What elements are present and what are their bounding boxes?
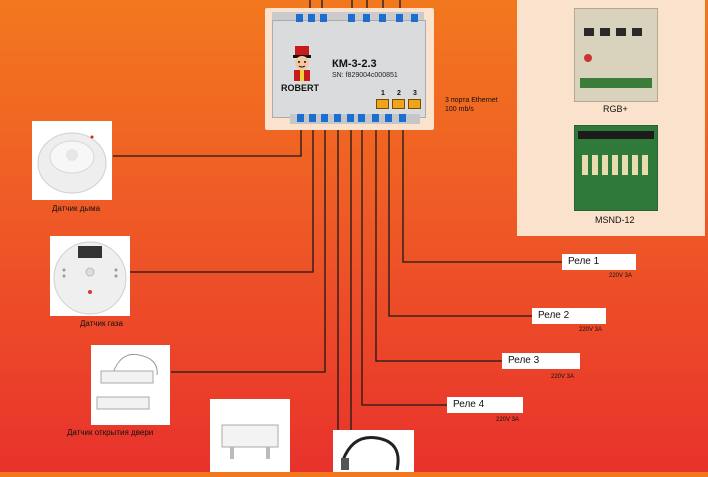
bottom-terminal <box>372 114 379 122</box>
relay-4-rating: 220V 3A <box>496 417 520 423</box>
msnd-board-icon <box>574 125 658 211</box>
ethernet-port <box>408 99 421 109</box>
bottom-terminal <box>297 114 304 122</box>
controller-serial: SN: f829004c000851 <box>332 72 398 79</box>
water-leak-sensor-icon <box>221 424 279 459</box>
wire-relay-1 <box>402 124 562 263</box>
ethernet-label-line2: 100 mb/s <box>445 106 474 113</box>
door-sensor-icon <box>96 353 158 410</box>
wire-relay-2 <box>388 124 532 317</box>
wire-gas <box>130 124 314 273</box>
ethernet-port-number: 2 <box>397 90 401 97</box>
controller-bottom-rail <box>290 114 420 124</box>
wire-door <box>171 124 326 373</box>
relay-1-label: Реле 1 <box>562 254 636 270</box>
smoke-detector-icon <box>37 132 107 194</box>
gas-detector-card <box>50 236 130 316</box>
temperature-probe-icon <box>341 435 400 471</box>
smoke-detector-card <box>32 121 112 200</box>
module-label: RGB+ <box>603 104 628 114</box>
relay-2-label: Реле 2 <box>532 308 606 324</box>
bottom-terminal <box>358 114 365 122</box>
top-terminal <box>379 14 386 22</box>
temperature-probe-card <box>333 430 414 472</box>
ethernet-label: 3 порта Ethernet 100 mb/s <box>445 96 498 114</box>
ethernet-port <box>376 99 389 109</box>
wire-relay-4 <box>361 124 447 406</box>
gas-detector-icon <box>53 241 127 315</box>
bottom-terminal <box>347 114 354 122</box>
module-label: MSND-12 <box>595 215 635 225</box>
bottom-terminal <box>334 114 341 122</box>
robert-mascot-icon <box>293 46 311 81</box>
door-sensor-card <box>91 345 170 425</box>
relay-3-rating: 220V 3A <box>551 374 575 380</box>
top-terminal <box>396 14 403 22</box>
controller-model: КМ-3-2.3 <box>332 58 377 70</box>
ethernet-port-number: 3 <box>413 90 417 97</box>
relay-2-rating: 220V 3A <box>579 327 603 333</box>
sensor-label: Датчик дыма <box>52 204 101 213</box>
sensor-label: Датчик газа <box>80 319 123 328</box>
bottom-terminal <box>309 114 316 122</box>
sensor-label: Датчик открытия двери <box>67 428 154 437</box>
relay-1-rating: 220V 3A <box>609 273 633 279</box>
ethernet-port-number: 1 <box>381 90 385 97</box>
rgb-board-icon <box>574 8 658 102</box>
top-terminal <box>296 14 303 22</box>
top-terminal <box>363 14 370 22</box>
brand-name: ROBERT <box>281 83 319 93</box>
water-leak-sensor-card <box>210 399 290 472</box>
ethernet-label-line1: 3 порта Ethernet <box>445 97 498 104</box>
top-terminal <box>308 14 315 22</box>
top-terminal <box>348 14 355 22</box>
relay-4-label: Реле 4 <box>447 397 523 413</box>
wire-smoke <box>113 124 302 157</box>
top-terminal <box>320 14 327 22</box>
top-terminal <box>411 14 418 22</box>
bottom-terminal <box>385 114 392 122</box>
relay-3-label: Реле 3 <box>502 353 580 369</box>
bottom-terminal <box>321 114 328 122</box>
ethernet-port <box>392 99 405 109</box>
wire-relay-3 <box>375 124 502 362</box>
bottom-terminal <box>399 114 406 122</box>
